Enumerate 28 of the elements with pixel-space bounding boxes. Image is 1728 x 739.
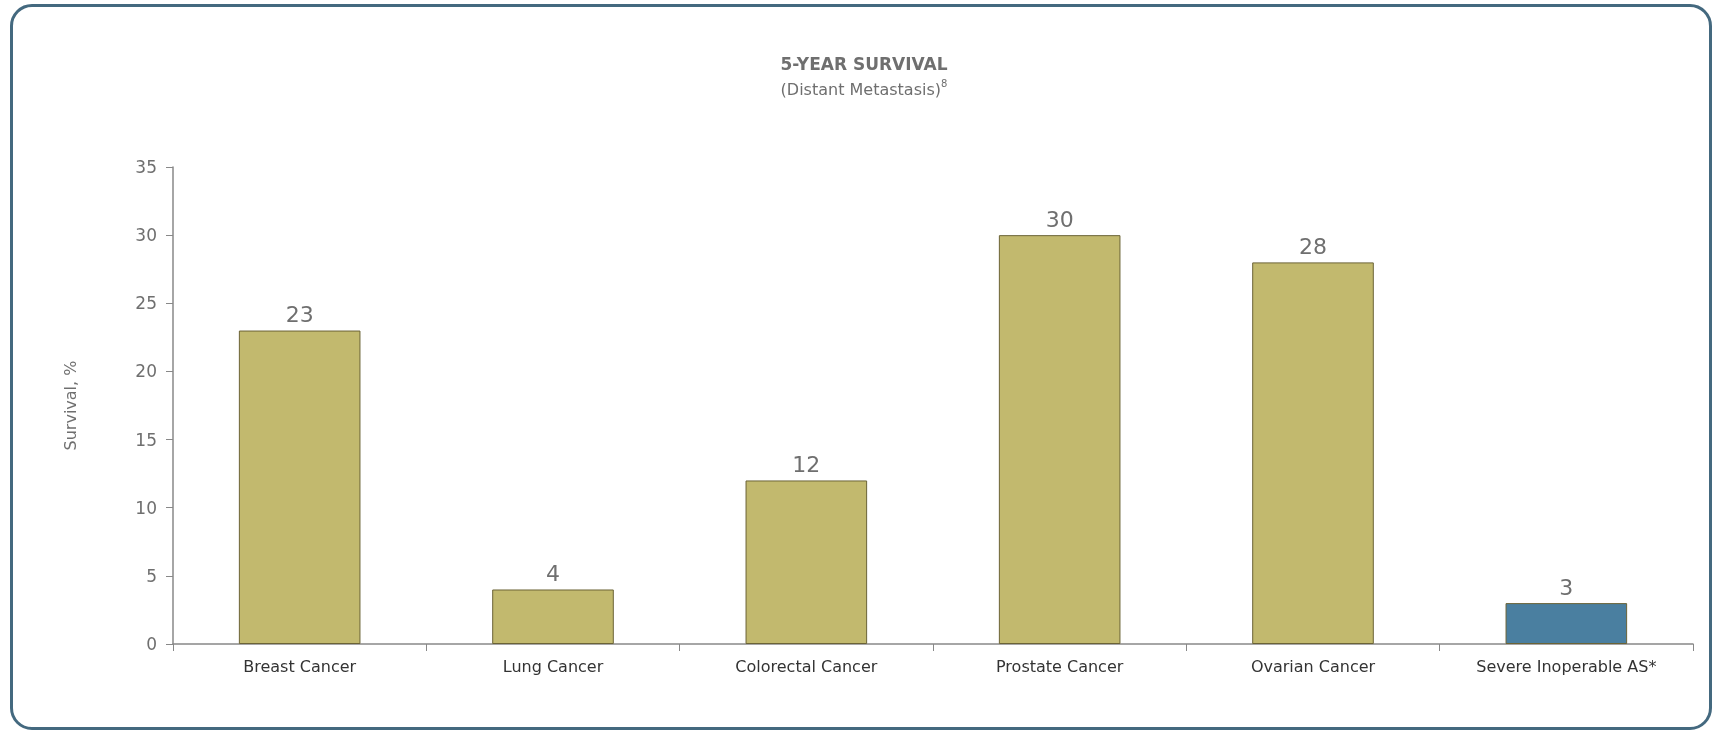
- data-label: 30: [1045, 206, 1074, 232]
- bar: [492, 589, 614, 644]
- data-label: 23: [285, 302, 314, 328]
- data-label: 4: [546, 560, 560, 586]
- x-tick-label: Lung Cancer: [502, 656, 604, 676]
- y-tick-label: 0: [146, 634, 157, 654]
- x-tick-label: Ovarian Cancer: [1250, 656, 1376, 676]
- bar: [1505, 603, 1628, 644]
- y-tick-label: 35: [135, 157, 157, 177]
- x-tick-label: Prostate Cancer: [995, 656, 1124, 676]
- bar: [238, 330, 361, 644]
- y-tick-label: 15: [135, 429, 157, 450]
- x-tick-label: Severe Inoperable AS*: [1476, 656, 1657, 676]
- bar: [745, 480, 868, 644]
- data-label: 28: [1299, 233, 1327, 259]
- chart-title: 5-YEAR SURVIVAL: [780, 53, 948, 74]
- x-tick-label: Colorectal Cancer: [735, 656, 878, 676]
- y-tick-label: 30: [135, 225, 157, 246]
- bar: [1252, 262, 1374, 644]
- data-label: 12: [792, 451, 821, 477]
- y-tick-label: 10: [135, 497, 157, 518]
- y-tick-label: 20: [135, 361, 157, 382]
- bar: [998, 235, 1121, 644]
- y-axis-title: Survival, %: [60, 360, 80, 451]
- x-tick-label: Breast Cancer: [243, 656, 357, 676]
- y-tick-label: 5: [146, 565, 157, 586]
- y-tick-label: 25: [135, 293, 157, 314]
- data-label: 3: [1559, 574, 1574, 600]
